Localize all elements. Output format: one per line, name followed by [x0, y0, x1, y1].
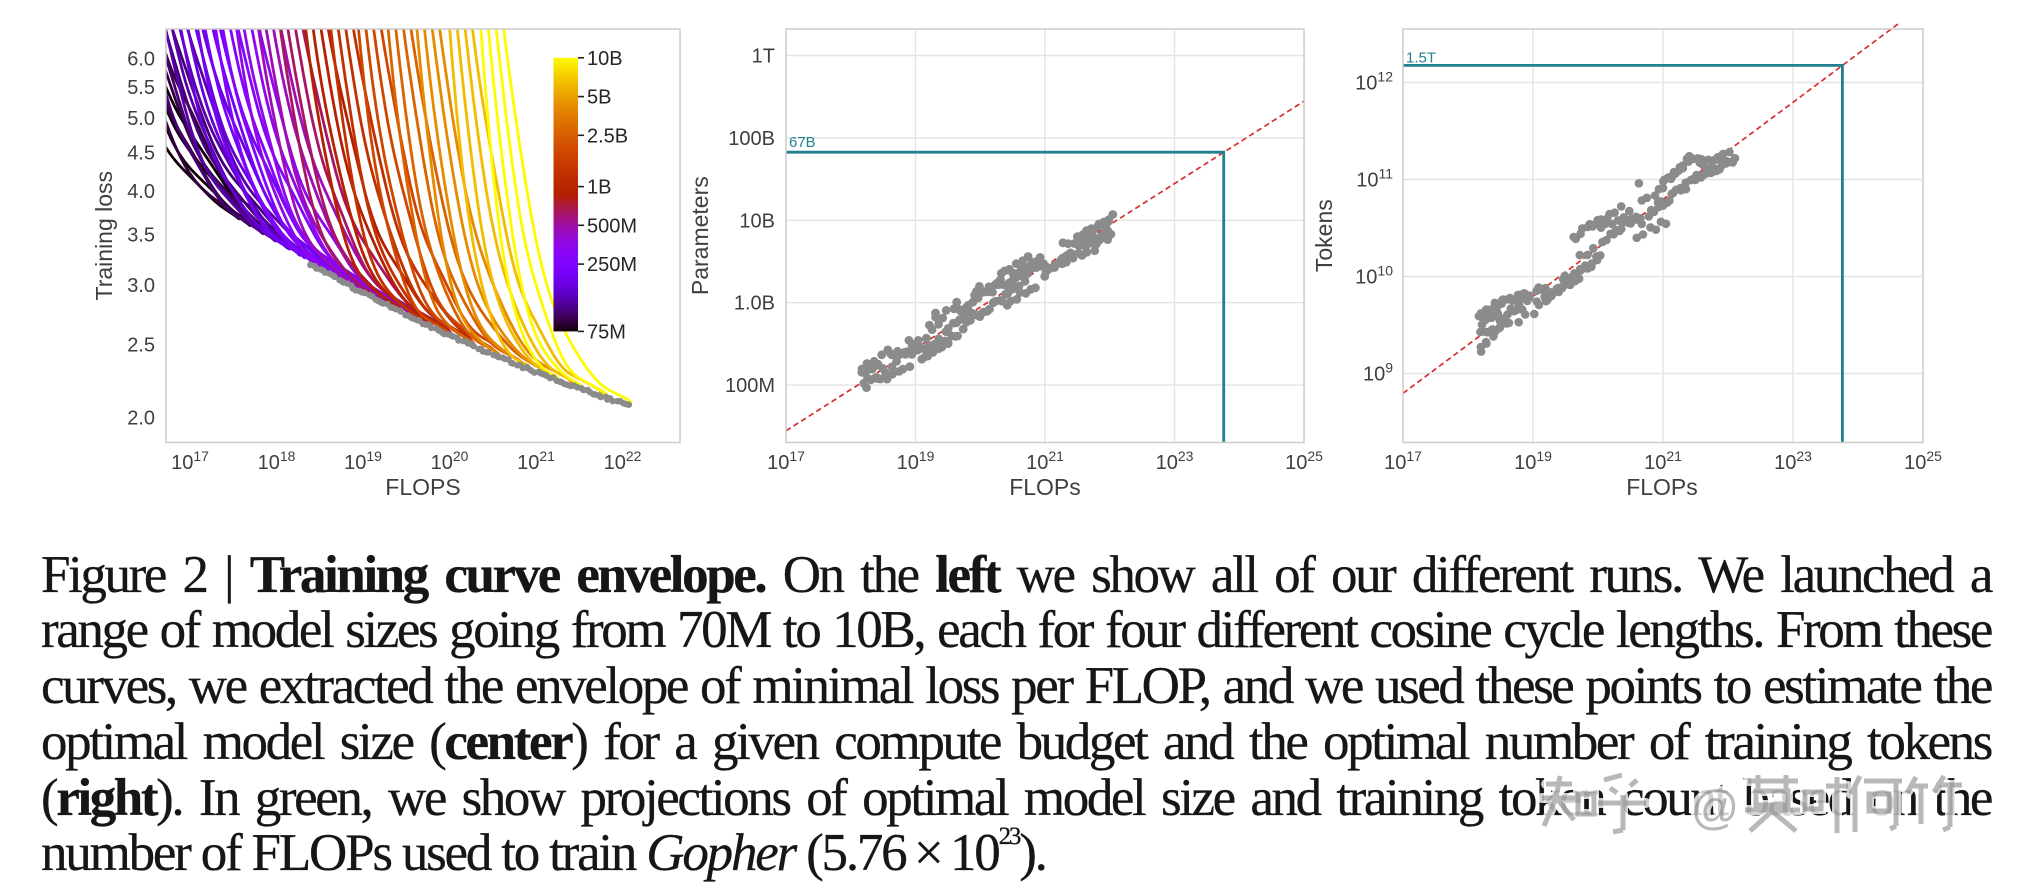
svg-text:10B: 10B	[739, 210, 775, 232]
svg-text:100B: 100B	[728, 128, 775, 150]
svg-text:1021: 1021	[517, 448, 555, 474]
svg-text:1025: 1025	[1285, 448, 1323, 474]
svg-text:1021: 1021	[1644, 448, 1682, 474]
svg-text:500M: 500M	[587, 215, 637, 237]
svg-text:5.5: 5.5	[127, 77, 155, 99]
svg-text:10B: 10B	[587, 48, 623, 70]
svg-text:67B: 67B	[789, 134, 816, 151]
svg-text:1025: 1025	[1904, 448, 1942, 474]
svg-text:FLOPs: FLOPs	[1009, 474, 1081, 500]
svg-text:6.0: 6.0	[127, 49, 155, 71]
svg-text:250M: 250M	[587, 254, 637, 276]
svg-text:2.5: 2.5	[127, 334, 155, 356]
svg-text:1019: 1019	[1514, 448, 1552, 474]
svg-text:1021: 1021	[1026, 448, 1064, 474]
svg-text:2.0: 2.0	[127, 407, 155, 429]
svg-text:75M: 75M	[587, 321, 626, 343]
svg-text:5.0: 5.0	[127, 108, 155, 130]
svg-text:1019: 1019	[344, 448, 382, 474]
svg-text:1019: 1019	[897, 448, 935, 474]
svg-text:1022: 1022	[604, 448, 642, 474]
svg-text:1023: 1023	[1156, 448, 1194, 474]
svg-text:Tokens: Tokens	[1311, 199, 1337, 272]
svg-text:1010: 1010	[1355, 263, 1393, 289]
svg-text:109: 109	[1363, 360, 1393, 386]
svg-text:1T: 1T	[752, 46, 775, 68]
svg-text:100M: 100M	[725, 375, 775, 397]
svg-text:4.5: 4.5	[127, 143, 155, 165]
svg-text:1011: 1011	[1356, 166, 1393, 192]
svg-text:Training loss: Training loss	[91, 171, 117, 301]
svg-text:4.0: 4.0	[127, 181, 155, 203]
svg-text:3.0: 3.0	[127, 275, 155, 297]
svg-text:1017: 1017	[767, 448, 805, 474]
svg-text:1023: 1023	[1774, 448, 1812, 474]
svg-text:1017: 1017	[1384, 448, 1422, 474]
svg-text:1020: 1020	[431, 448, 469, 474]
svg-text:3.5: 3.5	[127, 225, 155, 247]
svg-text:1017: 1017	[171, 448, 209, 474]
svg-text:2.5B: 2.5B	[587, 125, 628, 147]
svg-text:1012: 1012	[1355, 69, 1393, 95]
svg-text:5B: 5B	[587, 87, 611, 109]
svg-text:1B: 1B	[587, 177, 611, 199]
svg-text:FLOPS: FLOPS	[385, 474, 460, 500]
svg-text:1.0B: 1.0B	[734, 293, 775, 315]
svg-text:1.5T: 1.5T	[1406, 49, 1436, 66]
svg-text:FLOPs: FLOPs	[1626, 474, 1698, 500]
svg-text:Parameters: Parameters	[687, 176, 713, 295]
svg-text:1018: 1018	[258, 448, 296, 474]
